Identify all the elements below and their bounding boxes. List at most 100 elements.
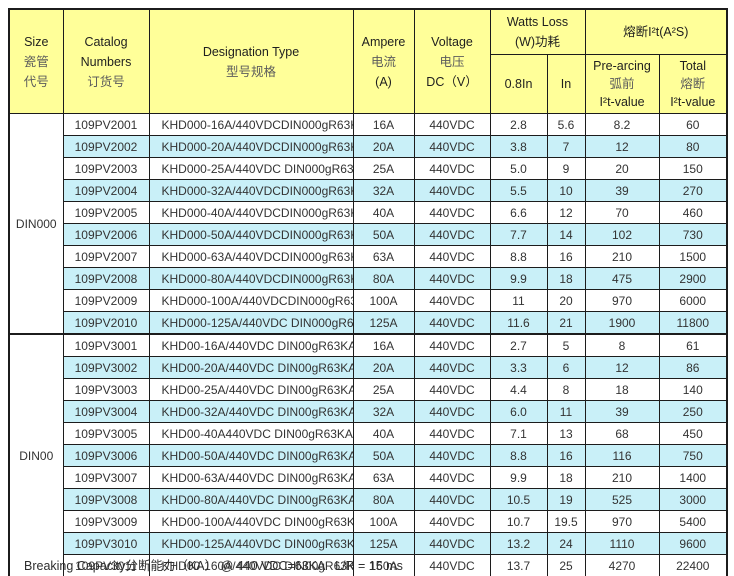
designation-cell: KHD00-160A/440VDC DIN00gR63KA bbox=[148, 554, 354, 576]
voltage-cell: 440VDC bbox=[413, 356, 491, 379]
watts-in-cell: 10 bbox=[546, 179, 586, 202]
watts-08in-cell: 11.6 bbox=[489, 311, 548, 335]
prearcing-i2t-cell: 475 bbox=[584, 267, 660, 290]
ampere-cell: 20A bbox=[352, 356, 415, 379]
watts-in-cell: 25 bbox=[546, 554, 586, 576]
header-voltage-en: Voltage bbox=[431, 34, 473, 49]
designation-cell: KHD000-50A/440VDCDIN000gR63KA bbox=[148, 223, 354, 246]
header-size: Size 瓷管 代号 bbox=[8, 8, 64, 114]
voltage-cell: 440VDC bbox=[413, 554, 491, 576]
ampere-cell: 16A bbox=[352, 113, 415, 136]
prearcing-i2t-cell: 116 bbox=[584, 444, 660, 467]
table-row: 109PV2009 KHD000-100A/440VDCDIN000gR63KA 1… bbox=[9, 289, 728, 312]
voltage-cell: 440VDC bbox=[413, 532, 491, 555]
total-i2t-cell: 86 bbox=[658, 356, 728, 379]
header-total-value: I²t-value bbox=[670, 95, 716, 109]
total-i2t-cell: 1500 bbox=[658, 245, 728, 268]
watts-08in-cell: 9.9 bbox=[489, 267, 548, 290]
voltage-cell: 440VDC bbox=[413, 289, 491, 312]
header-prearcing-zh: 弧前 bbox=[609, 77, 635, 91]
voltage-cell: 440VDC bbox=[413, 333, 491, 357]
voltage-cell: 440VDC bbox=[413, 135, 491, 158]
catalog-cell: 109PV2009 bbox=[62, 289, 150, 312]
table-row: 109PV2005 KHD000-40A/440VDCDIN000gR63KA 40… bbox=[9, 201, 728, 224]
total-i2t-cell: 3000 bbox=[658, 488, 728, 511]
voltage-cell: 440VDC bbox=[413, 113, 491, 136]
table-row: 109PV2002 KHD000-20A/440VDCDIN000gR63KA 20… bbox=[9, 135, 728, 158]
watts-in-cell: 16 bbox=[546, 245, 586, 268]
ampere-cell: 80A bbox=[352, 488, 415, 511]
prearcing-i2t-cell: 210 bbox=[584, 245, 660, 268]
catalog-cell: 109PV2010 bbox=[62, 311, 150, 335]
header-ampere: Ampere 电流 (A) bbox=[352, 8, 415, 114]
watts-in-cell: 5.6 bbox=[546, 113, 586, 136]
ampere-cell: 160A bbox=[352, 554, 415, 576]
header-i2t-title: 熔断I²t(A²S) bbox=[623, 25, 689, 39]
catalog-cell: 109PV3011 bbox=[62, 554, 150, 576]
table-row: 109PV2003 KHD000-25A/440VDC DIN000gR63KA 2… bbox=[9, 157, 728, 180]
header-ampere-unit: (A) bbox=[375, 74, 392, 89]
designation-cell: KHD00-63A/440VDC DIN00gR63KA bbox=[148, 466, 354, 489]
prearcing-i2t-cell: 210 bbox=[584, 466, 660, 489]
designation-cell: KHD00-50A/440VDC DIN00gR63KA bbox=[148, 444, 354, 467]
voltage-cell: 440VDC bbox=[413, 201, 491, 224]
prearcing-i2t-cell: 4270 bbox=[584, 554, 660, 576]
designation-cell: KHD000-16A/440VDCDIN000gR63KA bbox=[148, 113, 354, 136]
watts-08in-cell: 4.4 bbox=[489, 378, 548, 401]
watts-in-cell: 20 bbox=[546, 289, 586, 312]
ampere-cell: 125A bbox=[352, 532, 415, 555]
watts-in-cell: 18 bbox=[546, 267, 586, 290]
header-designation-zh: 型号规格 bbox=[225, 64, 276, 79]
voltage-cell: 440VDC bbox=[413, 179, 491, 202]
watts-in-cell: 12 bbox=[546, 201, 586, 224]
watts-08in-cell: 8.8 bbox=[489, 245, 548, 268]
header-catalog-en-1: Catalog bbox=[84, 34, 128, 49]
watts-in-cell: 7 bbox=[546, 135, 586, 158]
total-i2t-cell: 1400 bbox=[658, 466, 728, 489]
watts-08in-cell: 10.7 bbox=[489, 510, 548, 533]
watts-in-cell: 24 bbox=[546, 532, 586, 555]
prearcing-i2t-cell: 39 bbox=[584, 400, 660, 423]
catalog-cell: 109PV3001 bbox=[62, 333, 150, 357]
watts-08in-cell: 2.7 bbox=[489, 333, 548, 357]
table-row: 109PV2008 KHD000-80A/440VDCDIN000gR63KA 80… bbox=[9, 267, 728, 290]
watts-08in-cell: 2.8 bbox=[489, 113, 548, 136]
table-row: 109PV3007 KHD00-63A/440VDC DIN00gR63KA 63A… bbox=[9, 466, 728, 489]
designation-cell: KHD00-32A/440VDC DIN00gR63KA bbox=[148, 400, 354, 423]
voltage-cell: 440VDC bbox=[413, 444, 491, 467]
ampere-cell: 63A bbox=[352, 466, 415, 489]
designation-cell: KHD00-40A440VDC DIN00gR63KA bbox=[148, 422, 354, 445]
watts-08in-cell: 10.5 bbox=[489, 488, 548, 511]
prearcing-i2t-cell: 102 bbox=[584, 223, 660, 246]
voltage-cell: 440VDC bbox=[413, 488, 491, 511]
table-row: DIN00 109PV3001 KHD00-16A/440VDC DIN00gR63… bbox=[8, 333, 728, 576]
catalog-cell: 109PV2007 bbox=[62, 245, 150, 268]
voltage-cell: 440VDC bbox=[413, 400, 491, 423]
designation-cell: KHD000-40A/440VDCDIN000gR63KA bbox=[148, 201, 354, 224]
watts-in-cell: 18 bbox=[546, 466, 586, 489]
header-ampere-zh: 电流 bbox=[370, 54, 396, 69]
table-row: DIN000 109PV2001 KHD000-16A/440VDCDIN000gR… bbox=[8, 113, 728, 335]
watts-08in-cell: 3.3 bbox=[489, 356, 548, 379]
prearcing-i2t-cell: 970 bbox=[584, 289, 660, 312]
table-row: 109PV2004 KHD000-32A/440VDCDIN000gR63KA 32… bbox=[9, 179, 728, 202]
header-total-zh: 熔断 bbox=[680, 77, 706, 91]
designation-cell: KHD000-32A/440VDCDIN000gR63KA bbox=[148, 179, 354, 202]
header-watts-08in: 0.8In bbox=[489, 54, 548, 114]
header-catalog: Catalog Numbers 订货号 bbox=[62, 8, 150, 114]
designation-cell: KHD00-100A/440VDC DIN00gR63KA bbox=[148, 510, 354, 533]
prearcing-i2t-cell: 8.2 bbox=[584, 113, 660, 136]
watts-in-cell: 14 bbox=[546, 223, 586, 246]
watts-08in-cell: 5.5 bbox=[489, 179, 548, 202]
voltage-cell: 440VDC bbox=[413, 378, 491, 401]
ampere-cell: 100A bbox=[352, 510, 415, 533]
designation-cell: KHD00-80A/440VDC DIN00gR63KA bbox=[148, 488, 354, 511]
table-row: 109PV3006 KHD00-50A/440VDC DIN00gR63KA 50A… bbox=[9, 444, 728, 467]
total-i2t-cell: 150 bbox=[658, 157, 728, 180]
catalog-cell: 109PV3002 bbox=[62, 356, 150, 379]
total-i2t-cell: 61 bbox=[658, 333, 728, 357]
watts-08in-cell: 8.8 bbox=[489, 444, 548, 467]
catalog-cell: 109PV3007 bbox=[62, 466, 150, 489]
